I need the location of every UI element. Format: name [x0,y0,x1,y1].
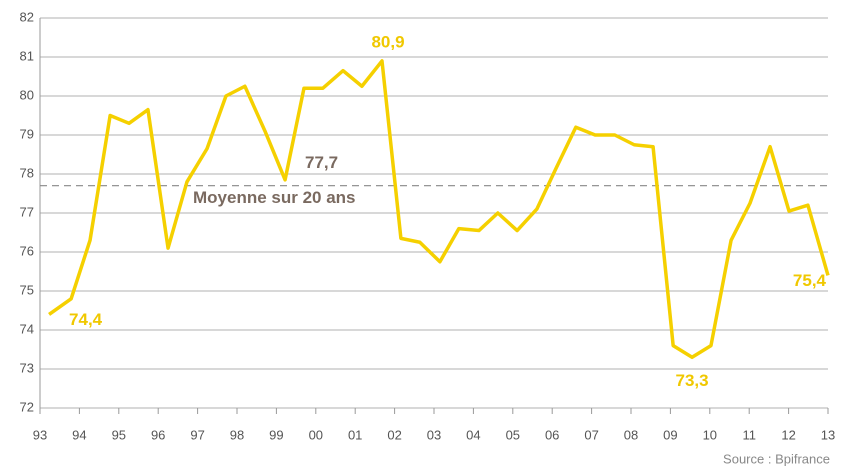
y-tick-label: 79 [20,126,34,141]
x-tick-label: 97 [190,427,204,442]
source: Source : Bpifrance [723,451,830,466]
x-tick-label: 01 [348,427,362,442]
x-tick-label: 13 [821,427,835,442]
data-label: 74,4 [69,310,103,329]
x-tick-label: 06 [545,427,559,442]
x-tick-label: 04 [466,427,480,442]
y-tick-label: 77 [20,204,34,219]
y-tick-label: 80 [20,87,34,102]
average-value: 77,7 [305,153,338,172]
x-tick-label: 03 [427,427,441,442]
x-tick-label: 94 [72,427,86,442]
average-name: Moyenne sur 20 ans [193,188,356,207]
y-tick-label: 72 [20,399,34,414]
x-tick-label: 95 [112,427,126,442]
y-tick-label: 78 [20,165,34,180]
x-tick-label: 93 [33,427,47,442]
data-label: 80,9 [371,32,404,51]
y-tick-label: 81 [20,48,34,63]
y-tick-label: 76 [20,243,34,258]
x-tick-label: 10 [703,427,717,442]
line-series [48,59,830,360]
x-tick-label: 98 [230,427,244,442]
y-tick-label: 75 [20,282,34,297]
x-tick-label: 11 [742,427,756,442]
x-tick-label: 07 [584,427,598,442]
y-tick-label: 73 [20,360,34,375]
x-tick-label: 09 [663,427,677,442]
data-label: 73,3 [676,371,709,390]
x-tick-label: 05 [506,427,520,442]
y-tick-label: 74 [20,321,34,336]
x-tick-label: 08 [624,427,638,442]
data-label: 75,4 [793,271,827,290]
x-tick-label: 99 [269,427,283,442]
y-tick-label: 82 [20,9,34,24]
x-tick-label: 96 [151,427,165,442]
x-tick-label: 12 [781,427,795,442]
x-tick-label: 02 [387,427,401,442]
x-tick-label: 00 [309,427,323,442]
